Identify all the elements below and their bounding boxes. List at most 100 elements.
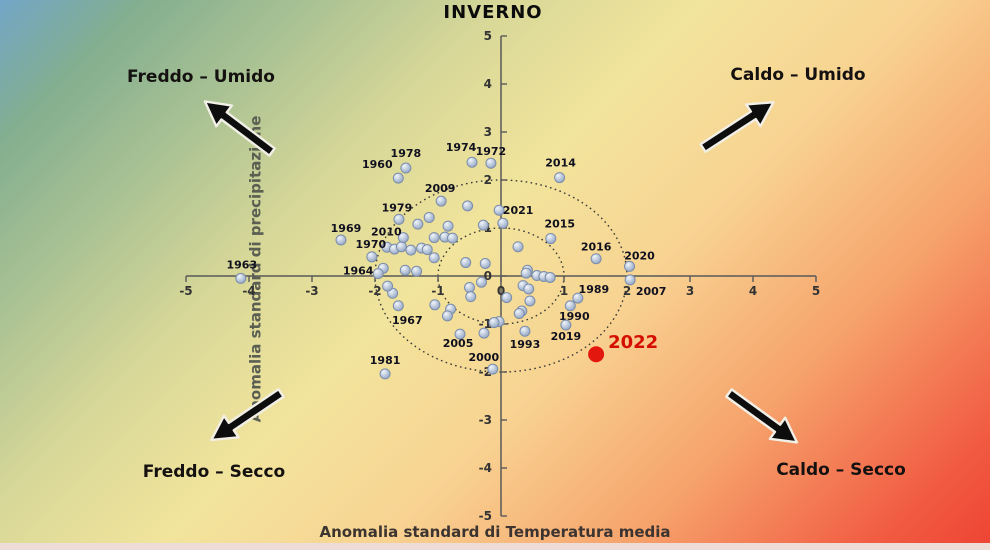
data-point-2021 bbox=[493, 204, 505, 216]
quadrant-label-caldo-umido: Caldo – Umido bbox=[730, 65, 866, 85]
data-point-2010 bbox=[397, 232, 409, 244]
x-tick-label: 3 bbox=[686, 284, 694, 298]
year-label-2015: 2015 bbox=[544, 218, 575, 231]
year-label-1993: 1993 bbox=[510, 338, 541, 351]
year-label-1974: 1974 bbox=[446, 141, 477, 154]
year-label-2016: 2016 bbox=[581, 241, 612, 254]
data-point bbox=[411, 265, 423, 277]
x-tick-label: 4 bbox=[749, 284, 757, 298]
data-point bbox=[477, 219, 489, 231]
x-tick-label: -1 bbox=[431, 284, 444, 298]
data-point bbox=[399, 264, 411, 276]
year-label-1970: 1970 bbox=[356, 238, 387, 251]
data-point-2005 bbox=[454, 328, 466, 340]
x-axis-title: Anomalia standard di Temperatura media bbox=[0, 523, 990, 541]
quadrant-label-caldo-secco: Caldo – Secco bbox=[776, 460, 906, 480]
quadrant-label-freddo-umido: Freddo – Umido bbox=[127, 67, 275, 87]
data-point-2000 bbox=[487, 363, 499, 375]
y-tick-label: 3 bbox=[484, 125, 492, 139]
data-point-1981 bbox=[379, 368, 391, 380]
data-point bbox=[520, 267, 532, 279]
data-point bbox=[479, 258, 491, 270]
year-label-1978: 1978 bbox=[391, 147, 422, 160]
data-point bbox=[488, 317, 500, 329]
year-label-1972: 1972 bbox=[476, 145, 507, 158]
year-label-2009: 2009 bbox=[425, 182, 456, 195]
data-point bbox=[462, 200, 474, 212]
data-point bbox=[441, 310, 453, 322]
x-tick-label: -4 bbox=[242, 284, 255, 298]
data-point-2016 bbox=[590, 253, 602, 265]
data-point-2015 bbox=[545, 233, 557, 245]
data-point-1970 bbox=[366, 251, 378, 263]
year-label-1964: 1964 bbox=[343, 265, 374, 278]
y-tick-label: -3 bbox=[479, 413, 492, 427]
data-point bbox=[460, 257, 472, 269]
data-point bbox=[429, 299, 441, 311]
x-axis-title-text: Anomalia standard di Temperatura media bbox=[319, 523, 671, 541]
year-label-2007: 2007 bbox=[636, 285, 667, 298]
data-point bbox=[465, 291, 477, 303]
data-point-2007 bbox=[624, 274, 636, 286]
y-tick-label: -5 bbox=[479, 509, 492, 523]
data-point-1972 bbox=[485, 157, 497, 169]
chart-title: INVERNO bbox=[0, 2, 990, 23]
data-point-1964 bbox=[372, 268, 384, 280]
year-label-2005: 2005 bbox=[443, 337, 474, 350]
data-point bbox=[405, 244, 417, 256]
data-point-1967 bbox=[392, 300, 404, 312]
year-label-1967: 1967 bbox=[392, 314, 423, 327]
data-point bbox=[423, 211, 435, 223]
x-tick-label: 0 bbox=[497, 284, 505, 298]
quadrant-label-freddo-secco: Freddo – Secco bbox=[142, 462, 286, 482]
data-point-1963 bbox=[235, 272, 247, 284]
data-point bbox=[513, 307, 525, 319]
data-point-1993 bbox=[519, 325, 531, 337]
data-point bbox=[464, 282, 475, 294]
data-point-2020 bbox=[624, 260, 636, 272]
data-point-2014 bbox=[554, 172, 566, 184]
year-label-2019: 2019 bbox=[551, 330, 582, 343]
data-point bbox=[382, 280, 394, 292]
data-point bbox=[512, 241, 524, 253]
year-label-2020: 2020 bbox=[624, 249, 655, 262]
year-label-2022: 2022 bbox=[608, 332, 658, 353]
data-point-2009 bbox=[435, 195, 447, 207]
chart-title-text: INVERNO bbox=[443, 2, 543, 23]
data-point bbox=[524, 295, 536, 307]
data-point-1978 bbox=[400, 162, 412, 174]
x-tick-label: 5 bbox=[812, 284, 820, 298]
year-label-2021: 2021 bbox=[503, 204, 534, 217]
data-point-1989 bbox=[572, 292, 584, 304]
data-point-2019 bbox=[560, 319, 572, 331]
y-tick-label: 4 bbox=[484, 77, 492, 91]
y-tick-label: 5 bbox=[484, 29, 492, 43]
y-tick-label: -1 bbox=[479, 317, 492, 331]
data-point-1960 bbox=[392, 172, 404, 184]
data-point bbox=[544, 271, 556, 283]
year-label-1963: 1963 bbox=[226, 258, 257, 271]
x-tick-label: -3 bbox=[305, 284, 318, 298]
year-label-2010: 2010 bbox=[371, 226, 402, 239]
x-tick-label: 1 bbox=[560, 284, 568, 298]
data-point bbox=[428, 232, 440, 244]
data-point bbox=[421, 244, 433, 256]
data-point bbox=[428, 252, 440, 264]
x-tick-label: -5 bbox=[179, 284, 192, 298]
slide-bottom-edge bbox=[0, 543, 990, 550]
data-point bbox=[442, 220, 454, 232]
year-label-2000: 2000 bbox=[468, 351, 499, 364]
data-point-2022-highlight bbox=[588, 346, 605, 363]
year-label-1981: 1981 bbox=[370, 354, 401, 367]
year-label-1990: 1990 bbox=[559, 310, 590, 323]
data-point-1969 bbox=[335, 234, 347, 246]
data-point-1974 bbox=[466, 156, 478, 168]
data-point bbox=[497, 217, 509, 229]
data-point bbox=[501, 292, 513, 304]
data-point bbox=[395, 241, 407, 253]
y-tick-label: 0 bbox=[484, 269, 492, 283]
x-tick-label: -2 bbox=[368, 284, 381, 298]
year-label-2014: 2014 bbox=[545, 157, 576, 170]
